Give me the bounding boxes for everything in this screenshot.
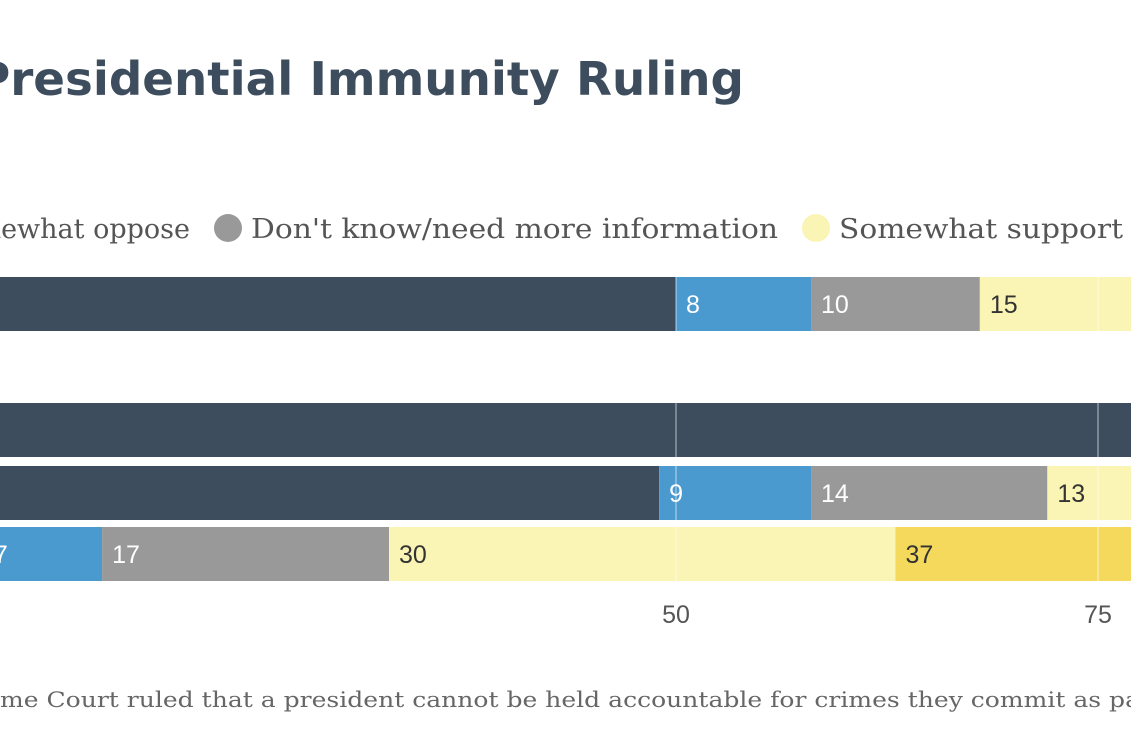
bar-segment-strongly-oppose bbox=[0, 466, 660, 520]
segment-label: 8 bbox=[686, 291, 700, 319]
legend: Somewhat oppose Don't know/need more inf… bbox=[0, 214, 1123, 245]
bar-row bbox=[0, 403, 1131, 457]
footnote: me Court ruled that a president cannot b… bbox=[0, 688, 1131, 712]
bar-row bbox=[0, 277, 1131, 331]
bar-segment-somewhat-oppose bbox=[0, 527, 103, 581]
segment-label: 14 bbox=[821, 480, 849, 508]
legend-label: Somewhat support bbox=[839, 214, 1123, 245]
segment-label: 10 bbox=[821, 291, 849, 319]
segment-label: 17 bbox=[112, 541, 140, 569]
legend-item-somewhat-support: Somewhat support bbox=[802, 214, 1123, 245]
bar-segment-somewhat-support bbox=[979, 277, 1131, 331]
bar-segment-don-t-know-need-more-information bbox=[102, 527, 390, 581]
gridlines bbox=[675, 270, 1099, 590]
segment-label: 9 bbox=[669, 480, 683, 508]
bar-segment-don-t-know-need-more-information bbox=[811, 466, 1048, 520]
bar-segment-somewhat-support bbox=[389, 527, 896, 581]
legend-swatch bbox=[214, 214, 242, 242]
legend-label: Don't know/need more information bbox=[251, 214, 778, 245]
x-tick-label: 75 bbox=[1084, 601, 1112, 629]
legend-label: Somewhat oppose bbox=[0, 214, 190, 245]
bars bbox=[0, 277, 1131, 581]
bar-segment-strongly-oppose bbox=[0, 277, 676, 331]
segment-label: 7 bbox=[0, 541, 8, 569]
legend-swatch bbox=[802, 214, 830, 242]
bar-segment-somewhat-oppose bbox=[659, 466, 812, 520]
segment-label: 30 bbox=[399, 541, 427, 569]
x-axis: 50 75 bbox=[662, 601, 1112, 629]
segment-label: 15 bbox=[990, 291, 1018, 319]
bar-segment-strongly-oppose bbox=[0, 403, 1131, 457]
bar-segment-don-t-know-need-more-information bbox=[811, 277, 980, 331]
bar-segment-somewhat-oppose bbox=[676, 277, 812, 331]
segment-labels: 508101585499141397173037 bbox=[0, 291, 1085, 569]
x-tick-label: 50 bbox=[662, 601, 690, 629]
bar-segment-somewhat-support bbox=[1047, 466, 1131, 520]
segment-label: 37 bbox=[905, 541, 933, 569]
chart-title: Presidential Immunity Ruling bbox=[0, 52, 744, 106]
bar-row bbox=[0, 527, 1131, 581]
legend-item-somewhat-oppose: Somewhat oppose bbox=[0, 214, 190, 245]
bar-row bbox=[0, 466, 1131, 520]
bar-segment-strongly-support bbox=[895, 527, 1131, 581]
segment-label: 13 bbox=[1057, 480, 1085, 508]
legend-item-dont-know: Don't know/need more information bbox=[214, 214, 778, 245]
